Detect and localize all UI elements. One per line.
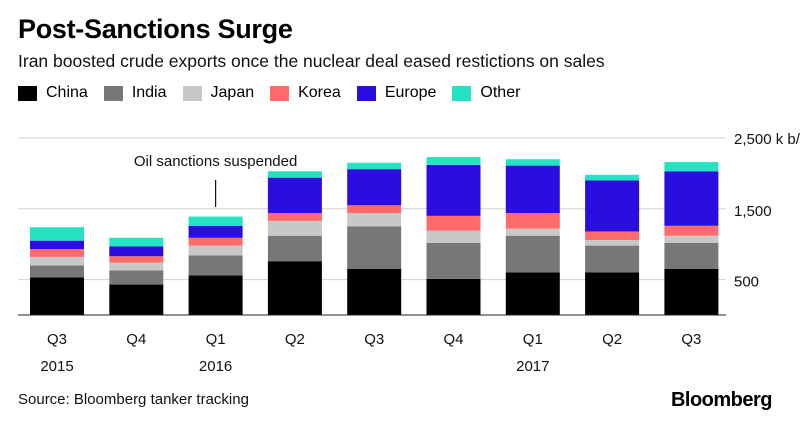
bar-segment-china — [267, 261, 322, 315]
bar-segment-japan — [347, 213, 402, 227]
bar-segment-europe — [585, 180, 640, 232]
bar-segment-india — [267, 235, 322, 262]
bar-segment-india — [109, 270, 164, 285]
bar-segment-india — [347, 226, 402, 269]
bar-segment-europe — [664, 171, 719, 226]
bar-segment-japan — [585, 239, 640, 246]
x-year-label: 2017 — [516, 358, 549, 375]
chart-title: Post-Sanctions Surge — [18, 14, 293, 44]
chart-subtitle: Iran boosted crude exports once the nucl… — [18, 51, 605, 71]
x-tick-label: Q1 — [523, 331, 543, 348]
x-tick-label: Q1 — [206, 331, 226, 348]
annotation-label: Oil sanctions suspended — [134, 153, 297, 170]
x-tick-label: Q3 — [47, 331, 67, 348]
bar-segment-other — [109, 237, 164, 247]
bar-segment-other — [267, 171, 322, 178]
bar-segment-japan — [664, 235, 719, 243]
bar-segment-other — [426, 157, 481, 165]
legend-label-europe: Europe — [384, 84, 437, 101]
bar-segment-europe — [109, 246, 164, 257]
legend-label-india: India — [131, 84, 167, 101]
x-tick-label: Q3 — [364, 331, 384, 348]
bar-segment-other — [30, 227, 84, 241]
bar-segment-japan — [505, 228, 560, 236]
x-tick-label: Q2 — [602, 331, 622, 348]
brand-logo: Bloomberg — [670, 389, 773, 411]
x-tick-label: Q4 — [126, 331, 146, 348]
bar-segment-india — [426, 242, 481, 279]
legend-swatch-china — [18, 85, 37, 101]
legend-item-china: China — [18, 84, 88, 102]
x-year-label: 2016 — [199, 358, 232, 375]
bar-segment-china — [426, 278, 481, 315]
bar-segment-europe — [505, 165, 560, 214]
bar-segment-india — [505, 235, 560, 273]
bar-segment-korea — [267, 213, 322, 221]
bar-segment-china — [585, 272, 640, 315]
legend-swatch-europe — [356, 85, 376, 101]
legend-label-japan: Japan — [210, 84, 255, 101]
bar-segment-china — [505, 272, 560, 315]
bar-segment-india — [664, 242, 719, 269]
bar-segment-other — [585, 174, 640, 181]
x-tick-label: Q3 — [681, 331, 701, 348]
bar-segment-china — [188, 275, 243, 315]
bar-segment-china — [109, 284, 164, 315]
legend-label-korea: Korea — [298, 84, 341, 101]
bar-segment-china — [30, 277, 84, 315]
legend-item-europe: Europe — [356, 84, 437, 102]
bar-segment-other — [188, 216, 243, 226]
bar-segment-korea — [585, 231, 640, 240]
bar-segment-europe — [30, 240, 84, 250]
bar-segment-other — [505, 159, 560, 166]
bar-segment-europe — [347, 169, 402, 206]
source-note: Source: Bloomberg tanker tracking — [18, 391, 249, 408]
y-tick-label: 2,500 k b/d — [734, 131, 800, 148]
x-year-label: 2015 — [40, 358, 73, 375]
legend-item-korea: Korea — [270, 84, 341, 102]
x-tick-label: Q2 — [285, 331, 305, 348]
bar-segment-korea — [664, 225, 719, 236]
legend-swatch-japan — [182, 85, 202, 101]
bar-segment-korea — [188, 237, 243, 246]
bar-segment-europe — [188, 225, 243, 238]
bar-segment-china — [664, 268, 719, 315]
bar-segment-korea — [109, 256, 164, 263]
bar-segment-other — [664, 162, 719, 172]
bar-segment-india — [585, 245, 640, 273]
bar-segment-japan — [109, 262, 164, 271]
legend-item-other: Other — [452, 84, 520, 102]
legend-swatch-other — [452, 85, 472, 101]
bar-segment-korea — [505, 213, 560, 229]
y-tick-label: 1,500 — [734, 203, 772, 220]
legend: China India Japan Korea Europe Other — [18, 84, 536, 102]
bar-segment-korea — [30, 249, 84, 257]
legend-swatch-korea — [270, 85, 290, 101]
legend-label-other: Other — [480, 84, 521, 101]
legend-item-india: India — [103, 84, 167, 102]
bar-segment-europe — [426, 164, 481, 216]
bar-segment-korea — [426, 215, 481, 231]
bar-segment-japan — [426, 230, 481, 243]
legend-label-china: China — [46, 84, 88, 101]
bar-segment-europe — [267, 177, 322, 214]
bar-segment-india — [30, 265, 84, 278]
bar-segment-india — [188, 255, 243, 276]
bar-segment-japan — [188, 245, 243, 256]
bar-segment-other — [347, 162, 402, 170]
bar-segment-japan — [30, 256, 84, 266]
bar-segment-japan — [267, 220, 322, 236]
legend-item-japan: Japan — [182, 84, 255, 102]
legend-swatch-india — [103, 85, 123, 101]
bar-segment-korea — [347, 205, 402, 214]
bar-segment-china — [347, 268, 402, 315]
x-tick-label: Q4 — [443, 331, 463, 348]
y-tick-label: 500 — [734, 274, 759, 291]
